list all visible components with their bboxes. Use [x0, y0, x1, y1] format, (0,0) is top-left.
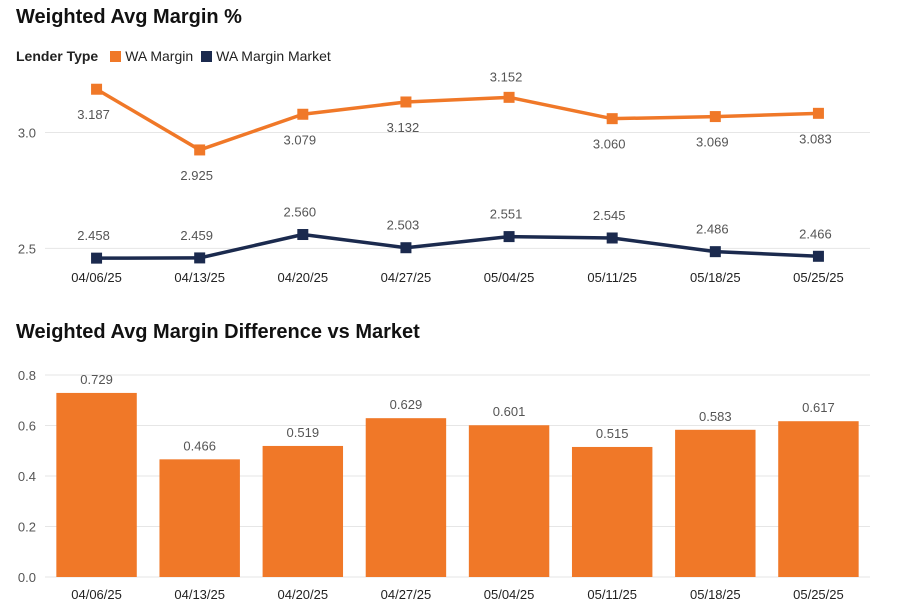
bar — [56, 392, 137, 577]
legend-swatch-wa-margin — [110, 50, 122, 62]
data-label: 2.466 — [799, 226, 832, 241]
data-point — [91, 252, 103, 264]
data-label: 2.925 — [180, 168, 213, 183]
data-label: 2.503 — [387, 218, 420, 233]
data-label: 3.060 — [593, 137, 626, 152]
y-tick-label: 3.0 — [18, 126, 36, 141]
legend-label-wa-margin: WA Margin — [125, 48, 194, 64]
series-line-wa-margin — [95, 87, 819, 152]
data-point — [812, 250, 824, 262]
line-chart-legend: Lender Type WA Margin WA Margin Market — [16, 48, 339, 64]
x-tick-label: 04/20/25 — [278, 587, 329, 602]
data-point — [503, 231, 515, 243]
data-label: 3.079 — [284, 132, 317, 147]
data-point — [606, 232, 618, 244]
data-label: 3.152 — [490, 70, 523, 84]
bar — [778, 421, 859, 577]
data-label: 0.729 — [80, 372, 113, 387]
data-point — [297, 108, 309, 120]
data-point — [194, 252, 206, 264]
data-label: 3.187 — [77, 107, 110, 122]
line-chart-title: Weighted Avg Margin % — [16, 6, 242, 28]
data-label: 2.545 — [593, 208, 626, 223]
bar — [468, 425, 550, 577]
legend-swatch-wa-margin-market — [201, 50, 213, 62]
data-point — [503, 91, 515, 103]
bar-chart-title: Weighted Avg Margin Difference vs Market — [16, 321, 420, 343]
x-tick-label: 04/20/25 — [278, 270, 329, 285]
bar — [365, 418, 447, 577]
data-point — [812, 107, 824, 119]
x-tick-label: 05/18/25 — [690, 587, 741, 602]
data-label: 2.560 — [284, 205, 317, 220]
y-tick-label: 0.6 — [18, 419, 36, 434]
series-line-wa-margin-market — [96, 232, 819, 260]
x-tick-label: 05/04/25 — [484, 270, 535, 285]
data-label: 3.132 — [387, 120, 420, 135]
bar — [675, 429, 756, 577]
data-point — [297, 229, 309, 241]
bar — [159, 459, 240, 577]
data-label: 2.551 — [490, 207, 523, 222]
data-label: 2.459 — [180, 228, 213, 243]
y-tick-label: 0.8 — [18, 368, 36, 383]
x-tick-label: 04/06/25 — [71, 270, 122, 285]
data-label: 2.458 — [77, 228, 110, 243]
data-point — [194, 144, 206, 156]
x-tick-label: 04/13/25 — [174, 587, 225, 602]
x-tick-label: 05/25/25 — [793, 270, 844, 285]
line-chart: 3.0 2.5 04/06/25 04/13/25 04/20/25 04/27/25 05… — [18, 70, 870, 285]
x-tick-label: 04/06/25 — [71, 587, 122, 602]
legend-item-wa-margin-market[interactable]: WA Margin Market — [201, 48, 331, 64]
data-label: 0.583 — [699, 409, 732, 424]
legend-item-wa-margin[interactable]: WA Margin — [110, 48, 193, 64]
bar — [262, 445, 344, 577]
data-point — [400, 242, 412, 254]
y-tick-label: 0.4 — [18, 469, 36, 484]
data-point — [709, 246, 721, 258]
data-point — [91, 83, 103, 95]
data-point — [709, 111, 721, 123]
data-label: 0.519 — [287, 425, 320, 440]
data-label: 0.629 — [390, 397, 423, 412]
data-point — [400, 96, 412, 108]
y-tick-label: 2.5 — [18, 241, 36, 256]
data-label: 0.515 — [596, 426, 629, 441]
x-tick-label: 05/25/25 — [793, 587, 844, 602]
bar — [571, 446, 653, 577]
data-label: 0.466 — [183, 438, 216, 453]
data-label: 3.069 — [696, 135, 729, 150]
x-tick-label: 04/27/25 — [381, 270, 432, 285]
data-label: 3.083 — [799, 131, 832, 146]
data-point — [606, 113, 618, 125]
legend-label-wa-margin-market: WA Margin Market — [216, 48, 331, 64]
x-tick-label: 05/11/25 — [587, 587, 637, 602]
x-tick-label: 05/04/25 — [484, 587, 535, 602]
data-label: 0.601 — [493, 404, 526, 419]
x-tick-label: 05/18/25 — [690, 270, 741, 285]
bar-chart: 0.8 0.6 0.4 0.2 0.0 0.729 04/06/25 0.466 04/13/2… — [18, 368, 870, 602]
y-tick-label: 0.0 — [18, 570, 36, 585]
data-label: 2.486 — [696, 222, 729, 237]
x-tick-label: 04/27/25 — [381, 587, 432, 602]
legend-title: Lender Type — [16, 48, 99, 64]
x-tick-label: 04/13/25 — [174, 270, 225, 285]
data-label: 0.617 — [802, 400, 835, 415]
y-tick-label: 0.2 — [18, 520, 36, 535]
x-tick-label: 05/11/25 — [587, 270, 637, 285]
